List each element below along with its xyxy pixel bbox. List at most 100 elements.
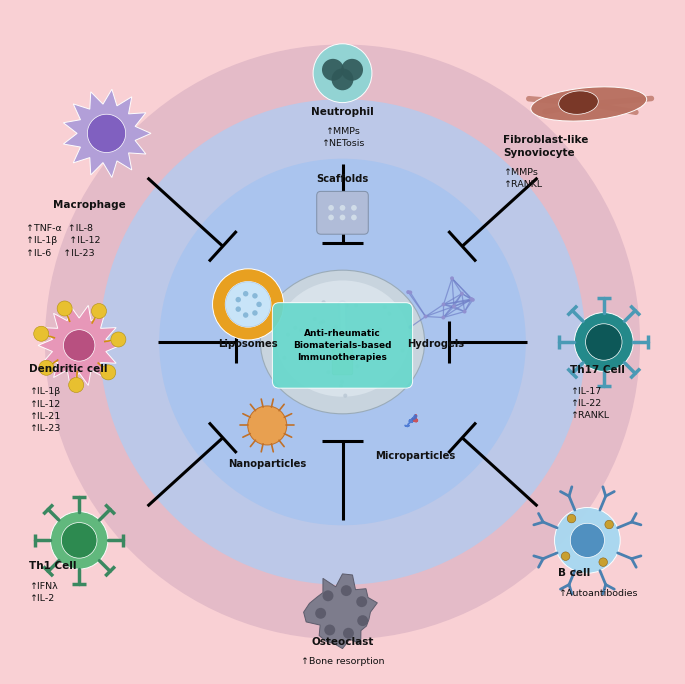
Text: Th17 Cell: Th17 Cell bbox=[570, 365, 625, 375]
Circle shape bbox=[340, 380, 344, 384]
Polygon shape bbox=[38, 306, 120, 385]
Text: ↑NETosis: ↑NETosis bbox=[321, 139, 364, 148]
Circle shape bbox=[353, 330, 357, 334]
Circle shape bbox=[236, 297, 241, 302]
Text: Microparticles: Microparticles bbox=[375, 451, 456, 461]
Text: ↑IL-23: ↑IL-23 bbox=[29, 424, 60, 434]
Circle shape bbox=[343, 393, 347, 397]
FancyBboxPatch shape bbox=[332, 349, 353, 375]
Text: ↑IFNλ: ↑IFNλ bbox=[29, 581, 58, 591]
Circle shape bbox=[293, 326, 297, 330]
Polygon shape bbox=[303, 574, 377, 648]
Text: Fibroblast-like: Fibroblast-like bbox=[503, 135, 588, 145]
Circle shape bbox=[371, 334, 375, 338]
Circle shape bbox=[248, 406, 287, 445]
Text: Liposomes: Liposomes bbox=[219, 339, 278, 349]
Circle shape bbox=[341, 585, 351, 596]
Circle shape bbox=[351, 215, 357, 220]
Circle shape bbox=[328, 205, 334, 211]
FancyBboxPatch shape bbox=[273, 302, 412, 389]
Circle shape bbox=[45, 44, 640, 640]
Circle shape bbox=[312, 317, 316, 321]
Text: ↑IL-6    ↑IL-23: ↑IL-6 ↑IL-23 bbox=[27, 248, 95, 258]
Circle shape bbox=[383, 305, 387, 309]
Circle shape bbox=[339, 384, 343, 388]
Circle shape bbox=[252, 311, 258, 316]
Circle shape bbox=[336, 352, 340, 356]
Circle shape bbox=[88, 114, 125, 153]
Circle shape bbox=[338, 302, 342, 306]
Circle shape bbox=[313, 44, 372, 103]
Circle shape bbox=[323, 590, 334, 601]
Circle shape bbox=[442, 302, 445, 306]
Circle shape bbox=[344, 351, 348, 355]
Circle shape bbox=[361, 345, 365, 350]
Circle shape bbox=[328, 215, 334, 220]
Circle shape bbox=[571, 523, 604, 557]
Text: ↑TNF-α  ↑IL-8: ↑TNF-α ↑IL-8 bbox=[27, 224, 93, 233]
Text: ↑RANKL: ↑RANKL bbox=[503, 180, 543, 189]
Circle shape bbox=[111, 332, 126, 347]
Circle shape bbox=[345, 304, 349, 308]
Text: ↑IL-12: ↑IL-12 bbox=[29, 399, 60, 409]
Circle shape bbox=[319, 321, 323, 325]
Circle shape bbox=[92, 304, 106, 319]
Text: Th1 Cell: Th1 Cell bbox=[29, 562, 77, 571]
Circle shape bbox=[212, 269, 284, 340]
Circle shape bbox=[312, 352, 316, 356]
Text: ↑RANKL: ↑RANKL bbox=[570, 411, 609, 421]
Text: Anti-rheumatic
Biomaterials-based
Immunotherapies: Anti-rheumatic Biomaterials-based Immuno… bbox=[293, 329, 392, 362]
Text: ↑IL-1β    ↑IL-12: ↑IL-1β ↑IL-12 bbox=[27, 236, 101, 246]
Text: ↑IL-1β: ↑IL-1β bbox=[29, 387, 60, 397]
Circle shape bbox=[334, 325, 338, 329]
Circle shape bbox=[378, 328, 382, 332]
Circle shape bbox=[462, 310, 466, 313]
Ellipse shape bbox=[531, 87, 647, 121]
Circle shape bbox=[225, 282, 271, 327]
Circle shape bbox=[315, 608, 326, 619]
Circle shape bbox=[318, 336, 322, 340]
Circle shape bbox=[353, 354, 358, 358]
Circle shape bbox=[586, 324, 622, 360]
Circle shape bbox=[423, 315, 427, 319]
Ellipse shape bbox=[559, 91, 598, 114]
Circle shape bbox=[555, 508, 620, 573]
Text: ↑Autoantibodies: ↑Autoantibodies bbox=[558, 588, 638, 598]
Circle shape bbox=[605, 521, 614, 529]
Circle shape bbox=[340, 215, 345, 220]
Circle shape bbox=[471, 298, 475, 302]
Circle shape bbox=[306, 352, 310, 356]
Circle shape bbox=[406, 290, 410, 294]
Circle shape bbox=[331, 349, 335, 353]
Circle shape bbox=[57, 301, 72, 316]
Ellipse shape bbox=[276, 280, 409, 397]
Text: Macrophage: Macrophage bbox=[53, 200, 126, 210]
Circle shape bbox=[356, 596, 367, 607]
Circle shape bbox=[351, 343, 355, 347]
Circle shape bbox=[39, 360, 54, 376]
Circle shape bbox=[408, 325, 412, 329]
Circle shape bbox=[322, 59, 344, 81]
Text: Neutrophil: Neutrophil bbox=[311, 107, 374, 117]
Circle shape bbox=[252, 293, 258, 298]
Text: ↑IL-2: ↑IL-2 bbox=[29, 594, 55, 603]
Text: Dendritic cell: Dendritic cell bbox=[29, 365, 108, 374]
Circle shape bbox=[452, 304, 456, 308]
Circle shape bbox=[356, 364, 360, 368]
Circle shape bbox=[321, 358, 325, 362]
Circle shape bbox=[225, 281, 271, 328]
Text: ↑IL-22: ↑IL-22 bbox=[570, 399, 601, 408]
Circle shape bbox=[450, 276, 454, 280]
Circle shape bbox=[101, 365, 116, 380]
Circle shape bbox=[308, 359, 312, 363]
Circle shape bbox=[408, 291, 412, 294]
Circle shape bbox=[340, 205, 345, 211]
Circle shape bbox=[256, 302, 262, 307]
Circle shape bbox=[387, 312, 391, 316]
Circle shape bbox=[321, 319, 325, 324]
Circle shape bbox=[243, 291, 249, 296]
Circle shape bbox=[441, 315, 445, 319]
Circle shape bbox=[460, 291, 464, 295]
Circle shape bbox=[567, 514, 576, 523]
Text: Synoviocyte: Synoviocyte bbox=[503, 148, 575, 157]
